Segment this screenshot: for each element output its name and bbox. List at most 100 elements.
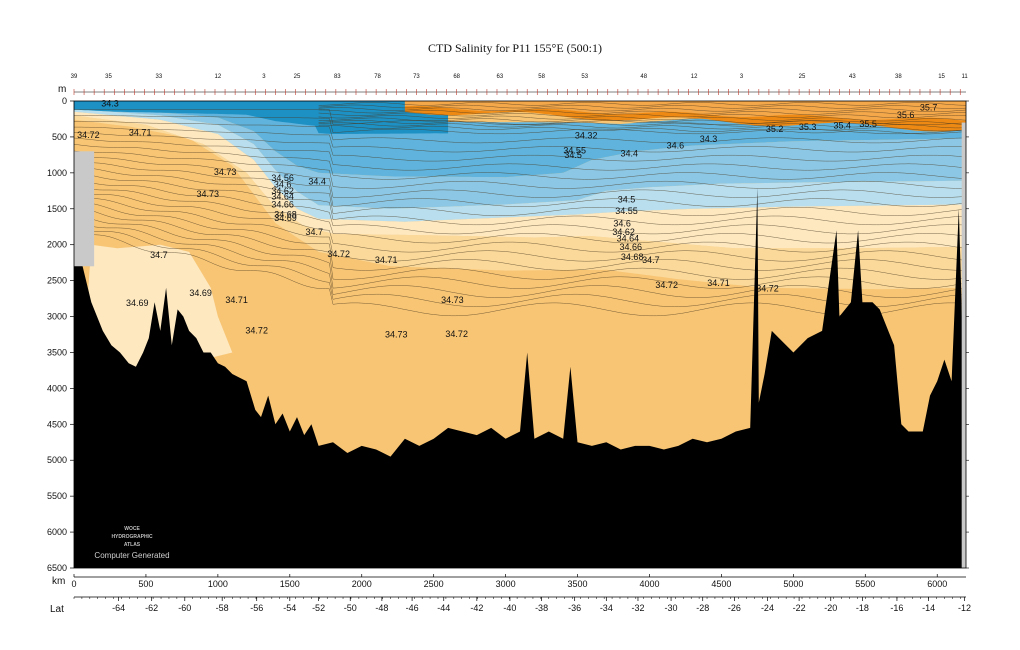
lat-tick-label-8: -48	[375, 603, 388, 613]
contour-label-29: 34.3	[700, 134, 718, 144]
lat-tick-label-1: -62	[145, 603, 158, 613]
y-tick-label-8: 4000	[47, 383, 67, 393]
station-label-18: 38	[895, 74, 902, 80]
contour-label-0: 34.3	[101, 98, 119, 108]
bathymetry-bottom	[74, 122, 966, 569]
lat-tick-label-22: -20	[824, 603, 837, 613]
contour-label-32: 35.4	[834, 120, 852, 130]
x-tick-label-8: 4000	[639, 579, 659, 589]
surface-contour-4	[318, 112, 967, 119]
lat-axis-label: Lat	[50, 604, 64, 615]
station-label-12: 53	[581, 74, 588, 80]
contour-line-21	[73, 233, 967, 317]
contour-label-34: 35.6	[897, 110, 915, 120]
axes: 0500100015002000250030003500400045005000…	[47, 74, 971, 613]
contour-label-31: 35.3	[799, 122, 817, 132]
contour-label-17: 34.69	[126, 298, 149, 308]
surface-contour-2	[318, 107, 967, 112]
station-label-10: 63	[497, 74, 504, 80]
contour-label-5: 34.56	[271, 173, 294, 183]
contour-label-7: 34.6	[274, 179, 292, 189]
contour-label-46: 34.72	[756, 284, 779, 294]
contour-label-14: 34.72	[327, 249, 350, 259]
contour-line-14	[73, 192, 967, 253]
contour-label-22: 34.73	[441, 295, 464, 305]
contour-label-12: 34.69	[274, 213, 297, 223]
lat-tick-label-0: -64	[112, 603, 125, 613]
logo-line-1: WOCE	[124, 526, 140, 532]
station-label-6: 83	[334, 74, 341, 80]
contour-label-2: 34.71	[129, 128, 152, 138]
contour-label-11: 34.68	[274, 210, 297, 220]
station-label-16: 25	[799, 74, 806, 80]
lat-tick-label-15: -34	[600, 603, 613, 613]
no-data-strip-south	[74, 151, 95, 267]
lat-tick-label-12: -40	[503, 603, 516, 613]
station-label-0: 39	[71, 74, 78, 80]
contour-label-41: 34.66	[620, 242, 643, 252]
lat-tick-label-9: -46	[406, 603, 419, 613]
contour-label-1: 34.72	[77, 130, 100, 140]
contour-label-13: 34.7	[306, 227, 324, 237]
station-label-15: 3	[740, 74, 744, 80]
lat-tick-label-14: -36	[568, 603, 581, 613]
y-tick-label-9: 4500	[47, 419, 67, 429]
station-label-19: 15	[938, 74, 945, 80]
contour-label-27: 34.4	[621, 149, 639, 159]
x-tick-label-7: 3500	[568, 579, 588, 589]
salinity-band-3	[74, 108, 966, 222]
lat-tick-label-6: -52	[312, 603, 325, 613]
lat-tick-label-4: -56	[250, 603, 263, 613]
surface-contour-8	[318, 122, 967, 132]
contour-label-3: 34.73	[214, 167, 237, 177]
station-label-3: 12	[215, 74, 222, 80]
contour-lines	[73, 102, 967, 317]
lat-tick-label-13: -38	[535, 603, 548, 613]
lat-tick-label-26: -12	[958, 603, 971, 613]
contour-label-26: 34.5	[564, 150, 582, 160]
computer-generated-credit: Computer Generated	[94, 551, 169, 560]
surface-contour-3	[318, 109, 967, 116]
y-tick-label-6: 3000	[47, 312, 67, 322]
contour-label-8: 34.62	[271, 186, 294, 196]
contour-line-2	[74, 121, 967, 144]
contour-label-20: 34.72	[245, 325, 268, 335]
y-tick-label-10: 5000	[47, 455, 67, 465]
contour-label-38: 34.6	[613, 218, 631, 228]
lat-tick-label-10: -44	[437, 603, 450, 613]
contour-line-10	[73, 166, 967, 216]
contour-line-4	[74, 132, 967, 162]
lat-tick-label-21: -22	[793, 603, 806, 613]
y-tick-label-11: 5500	[47, 491, 67, 501]
band-surface-salty-2	[404, 101, 966, 121]
contour-label-15: 34.71	[375, 255, 398, 265]
contour-line-12	[73, 178, 967, 235]
contour-label-18: 34.69	[189, 288, 212, 298]
lat-tick-label-19: -26	[728, 603, 741, 613]
lat-tick-label-7: -50	[344, 603, 357, 613]
surface-contour-7	[318, 120, 967, 129]
plot-border	[73, 100, 967, 569]
lat-tick-label-2: -60	[178, 603, 191, 613]
contour-label-40: 34.64	[617, 233, 640, 243]
contour-label-24: 34.32	[575, 131, 598, 141]
contour-label-25: 34.55	[563, 146, 586, 156]
station-label-11: 58	[538, 74, 545, 80]
surface-contour-6	[318, 117, 967, 125]
x-axis-unit: km	[52, 576, 65, 587]
x-tick-label-11: 5500	[855, 579, 875, 589]
contour-label-9: 34.64	[271, 192, 294, 202]
station-label-5: 25	[294, 74, 301, 80]
contour-label-33: 35.5	[859, 119, 877, 129]
station-label-4: 3	[262, 74, 266, 80]
contour-line-7	[73, 150, 966, 189]
contour-label-35: 35.7	[920, 103, 938, 113]
x-tick-label-5: 2500	[424, 579, 444, 589]
x-tick-label-2: 1000	[208, 579, 228, 589]
logo-line-3: ATLAS	[124, 542, 141, 548]
y-tick-label-4: 2000	[47, 240, 67, 250]
y-tick-label-2: 1000	[47, 168, 67, 178]
credit-logo: WOCE HYDROGRAPHIC ATLAS Computer Generat…	[94, 526, 169, 560]
contour-label-42: 34.68	[621, 252, 644, 262]
